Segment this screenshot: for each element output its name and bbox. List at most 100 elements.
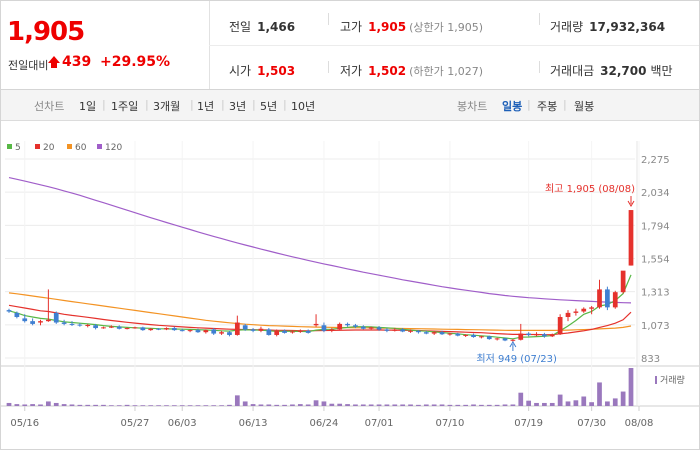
volume-bar (439, 404, 445, 406)
low-arrow-head (509, 341, 517, 348)
candle-body (439, 332, 445, 335)
volume-bar (557, 394, 563, 406)
volume-bar (486, 404, 492, 406)
candle-body (85, 325, 91, 327)
volume-bar (6, 402, 12, 406)
volume-bar (258, 404, 264, 406)
candle-body (132, 327, 138, 329)
ma120-line (8, 177, 632, 304)
period-3m[interactable]: 3개월 (153, 100, 181, 113)
candle-body (156, 328, 161, 330)
volume-bar (250, 404, 256, 406)
volume-bar (368, 404, 374, 406)
candle-monthly[interactable]: 월봉 (574, 100, 595, 113)
volume-bar (353, 404, 358, 406)
candle-daily[interactable]: 일봉 (502, 100, 523, 113)
candle-body (108, 326, 114, 328)
legend-label: 120 (105, 143, 122, 153)
line-chart-label: 선차트 (34, 100, 65, 113)
volume-bar (14, 404, 20, 406)
candle-body (116, 326, 122, 329)
volume-value: 17,932,364 (589, 20, 666, 34)
volume-bar (494, 404, 500, 406)
volume-bar (337, 403, 343, 406)
volume-bar (85, 404, 91, 406)
x-tick-label: 07/30 (577, 418, 606, 429)
candle-body (14, 312, 20, 318)
candle-weekly[interactable]: 주봉 (537, 100, 558, 113)
volume-bar (179, 405, 185, 406)
candle-body (534, 334, 539, 336)
prev-close-label: 전일 (229, 20, 252, 34)
y-tick-label: 2,275 (641, 155, 670, 166)
x-tick-label: 06/13 (239, 418, 268, 429)
candle-body (140, 327, 146, 331)
candle-body (69, 323, 75, 325)
candle-body (518, 333, 524, 340)
candle-body (195, 330, 201, 333)
candle-body (376, 327, 382, 330)
volume-bar (274, 404, 280, 406)
candle-body (124, 328, 130, 330)
upper-limit-note: (상한가 1,905) (409, 21, 483, 34)
period-1w[interactable]: 1주일 (111, 100, 139, 113)
candle-body (628, 210, 634, 266)
candle-body (53, 312, 59, 323)
volume-bar (219, 405, 224, 406)
period-10y[interactable]: 10년 (291, 100, 316, 113)
candle-body (447, 333, 453, 335)
open-label: 시가 (229, 64, 252, 78)
volume-bar (376, 404, 382, 406)
low-value: 1,502 (368, 64, 407, 78)
x-tick-label: 05/16 (10, 418, 39, 429)
candle-body (101, 327, 106, 329)
candle-body (219, 332, 224, 334)
amount-label: 거래대금 (550, 64, 595, 78)
volume-bar (61, 404, 67, 406)
candle-body (431, 332, 437, 334)
period-1d[interactable]: 1일 (79, 100, 97, 113)
volume-bar (30, 404, 35, 406)
volume-bar (164, 405, 169, 406)
period-3y[interactable]: 3년 (229, 100, 247, 113)
period-1y[interactable]: 1년 (197, 100, 215, 113)
high-label: 고가 (340, 20, 363, 34)
candle-body (148, 328, 154, 331)
volume-bar (101, 404, 106, 406)
volume-bar (597, 382, 602, 406)
high-value: 1,905 (368, 20, 407, 34)
divider: | (527, 98, 531, 111)
ma5-line (8, 274, 632, 340)
volume-bar (400, 404, 406, 406)
low-annotation: 최저 949 (07/23) (476, 353, 557, 365)
period-5y[interactable]: 5년 (260, 100, 278, 113)
volume-bar (620, 391, 626, 406)
candle-body (321, 325, 327, 331)
y-tick-label: 1,554 (641, 255, 670, 266)
legend-swatch (67, 144, 72, 149)
prev-close: 전일 1,466 (229, 18, 295, 35)
volume-bar (392, 404, 398, 406)
divider: | (221, 98, 225, 111)
volume-bar (242, 401, 248, 406)
divider (328, 61, 329, 73)
volume-bar (234, 395, 240, 406)
volume-bar (455, 404, 461, 406)
candle-body (337, 323, 343, 330)
volume-bar (108, 405, 114, 406)
x-tick-label: 07/10 (435, 418, 464, 429)
candle-body (274, 330, 280, 335)
candle-body (360, 326, 366, 329)
divider: | (102, 98, 106, 111)
volume-bar (589, 402, 594, 406)
divider: | (190, 98, 194, 111)
amount: 거래대금 32,700 백만 (550, 62, 673, 79)
volume-bar (140, 405, 146, 406)
candle-body (463, 334, 469, 336)
candle-body (179, 330, 185, 332)
candle-body (227, 332, 232, 335)
quote-header: 1,905 전일대비 439 +29.95% 전일 1,466 고가 1,905 (상… (1, 1, 699, 90)
candle-body (345, 323, 350, 326)
volume-bar (581, 396, 587, 406)
candle-body (526, 333, 532, 335)
